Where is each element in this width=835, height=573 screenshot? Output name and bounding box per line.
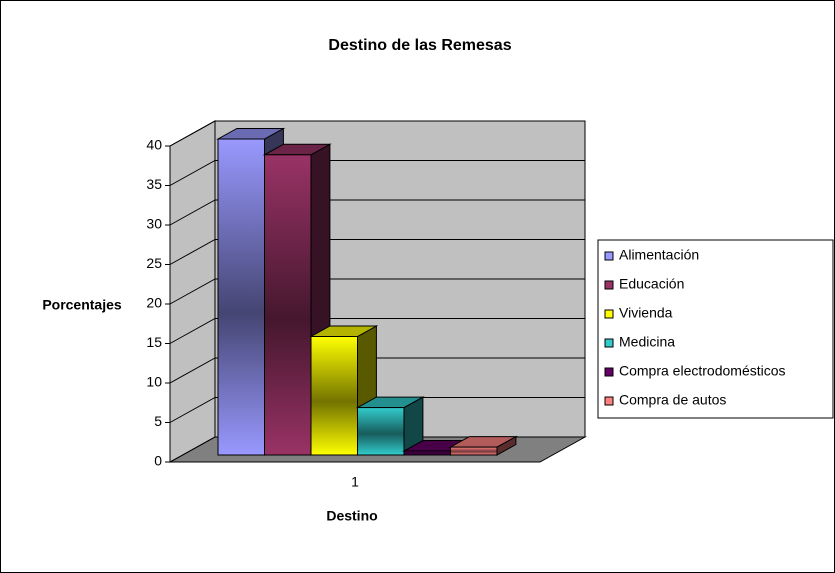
legend-swatch [604,280,614,290]
x-tick-label: 1 [351,474,359,490]
chart-title: Destino de las Remesas [328,37,511,54]
y-axis-title: Porcentajes [42,297,122,313]
bar [217,138,265,456]
y-tick-label: 40 [146,137,162,153]
grid-line [169,278,585,305]
legend-label: Medicina [619,334,675,350]
grid-line [169,160,585,186]
legend-swatch [604,309,614,319]
bar [403,450,451,456]
grid-line [169,239,585,265]
bar [357,407,405,456]
legend-swatch [604,338,614,348]
legend-label: Compra de autos [619,392,726,408]
y-tick-label: 10 [146,374,162,390]
grid-line [169,397,585,423]
x-axis-title: Destino [326,508,377,524]
grid-line [169,199,585,226]
grid-line [169,120,585,147]
legend-swatch [604,251,614,261]
y-tick-label: 15 [146,334,162,350]
y-tick-label: 5 [154,413,162,429]
grid-line [169,357,585,384]
y-tick-label: 20 [146,295,162,311]
legend-label: Vivienda [619,305,673,321]
y-tick-label: 25 [146,255,162,271]
y-tick-label: 0 [154,453,162,469]
bar [450,446,498,456]
bar [310,336,358,456]
grid-line [169,436,585,463]
bar [264,154,312,456]
y-tick-label: 30 [146,216,162,232]
legend-box [597,239,834,419]
legend-label: Educación [619,276,684,292]
legend-swatch [604,396,614,406]
legend-swatch [604,367,614,377]
legend-label: Compra electrodomésticos [619,363,786,379]
grid-line [169,318,585,344]
y-tick-label: 35 [146,176,162,192]
legend-label: Alimentación [619,247,699,263]
